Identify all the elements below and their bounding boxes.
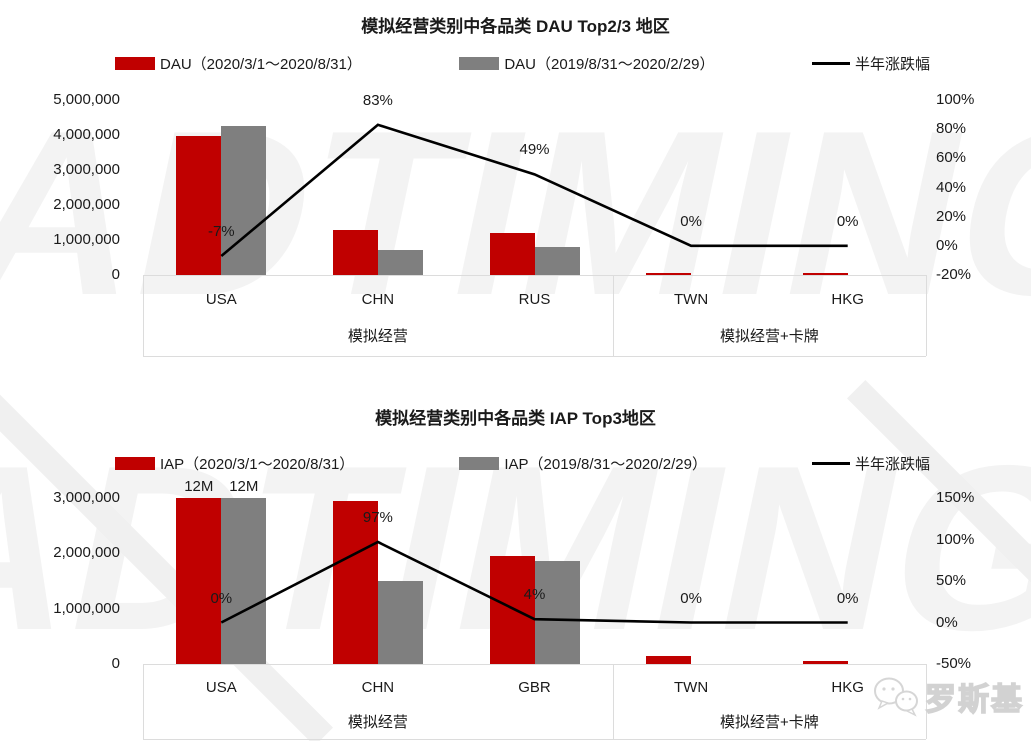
category-group-divider [613,664,614,739]
category-label-usa: USA [205,291,237,308]
line-point-label: 0% [836,212,859,230]
legend-item: 半年涨跌幅 [811,53,930,74]
left-axis-tick-label: 0 [111,655,120,672]
bar-value-label: 12M [184,478,214,495]
dau-chart-title: 模拟经营类别中各品类 DAU Top2/3 地区 [361,17,670,36]
left-axis-tick-label: 4,000,000 [53,126,120,143]
category-label-chn: CHN [361,679,395,696]
legend-label: IAP（2020/3/1～2020/8/31） [160,456,355,473]
category-axis-line [143,275,926,276]
wechat-bubbles-icon [874,677,918,717]
line-point-label: -7% [207,223,235,241]
iap-chart-legend: IAP（2020/3/1～2020/8/31） IAP（2019/8/31～202… [115,453,930,474]
right-axis-tick-label: -50% [936,655,972,672]
right-axis-tick-label: 100% [936,530,975,548]
right-axis-tick-label: 150% [936,489,975,506]
category-group-label: 模拟经营+卡牌 [720,328,819,345]
dau-chart-legend: DAU（2020/3/1～2020/8/31） DAU（2019/8/31～202… [115,53,930,74]
legend-line-swatch [811,62,850,65]
right-axis-tick-label: 40% [936,178,967,196]
legend-label: 半年涨跌幅 [854,56,930,73]
left-axis-tick-label: 0 [111,266,120,283]
right-axis-tick-label: 0% [936,236,958,254]
bar-hkg-current [802,661,848,664]
legend-line-swatch [811,462,850,465]
right-axis-tick-label: 80% [936,120,967,138]
left-axis-tick-label: 3,000,000 [53,161,120,178]
legend-label: DAU（2019/8/31～2020/2/29） [504,56,715,73]
category-group-label: 模拟经营+卡牌 [720,714,819,731]
category-label-hkg: HKG [831,291,864,308]
category-label-rus: RUS [518,291,551,308]
left-axis-tick-label: 1,000,000 [53,231,120,248]
right-axis-tick-label: 100% [936,91,975,108]
legend-bar-swatch [459,457,500,470]
legend-label: 半年涨跌幅 [854,456,930,473]
bar-usa-current [176,136,222,275]
left-axis-tick-label: 1,000,000 [53,599,120,617]
line-point-label: 4% [523,586,546,604]
category-group-divider [613,275,614,356]
legend-bar-swatch [115,57,155,70]
legend-label: IAP（2019/8/31～2020/2/29） [504,456,707,473]
bar-gbr-previous [534,561,580,664]
left-axis-tick-label: 3,000,000 [53,489,120,506]
axis-box-bottom [143,356,926,357]
right-axis-tick-label: 60% [936,149,967,167]
bar-chn-previous [377,581,423,664]
line-point-label: 97% [362,508,393,526]
bar-usa-previous [221,498,267,664]
legend-item: DAU（2020/3/1～2020/8/31） [115,53,362,74]
line-point-label: 83% [362,91,393,109]
bar-twn-current [646,273,692,275]
bar-value-label: 12M [229,478,259,495]
line-point-label: 0% [680,589,702,607]
right-axis-tick-label: -20% [936,266,972,283]
category-group-label: 模拟经营 [347,714,408,731]
line-point-label: 0% [680,212,702,230]
luosiji-logo-text: 罗斯基 [924,681,1024,718]
legend-item: DAU（2019/8/31～2020/2/29） [459,53,714,74]
legend-bar-swatch [115,457,155,470]
category-label-gbr: GBR [518,679,551,696]
line-point-label: 0% [210,589,233,607]
right-axis-tick-label: 20% [936,207,967,225]
legend-label: DAU（2020/3/1～2020/8/31） [160,56,362,73]
category-label-usa: USA [205,679,237,696]
line-point-label: 0% [836,589,859,607]
axis-box-bottom [143,739,926,740]
luosiji-logo: 罗斯基 [873,674,1024,719]
right-axis-tick-label: 50% [936,572,967,589]
legend-item: IAP（2019/8/31～2020/2/29） [459,453,707,474]
axis-box-left [143,664,144,739]
axis-box-right [926,275,927,356]
legend-item: IAP（2020/3/1～2020/8/31） [115,453,354,474]
category-group-label: 模拟经营 [347,328,408,345]
legend-item: 半年涨跌幅 [811,453,930,474]
bar-usa-current [176,498,222,664]
iap-chart-title: 模拟经营类别中各品类 IAP Top3地区 [375,409,656,428]
right-axis-tick-label: 0% [936,613,958,631]
category-axis-line [143,664,926,665]
bar-hkg-current [802,273,848,275]
line-point-label: 49% [519,141,550,159]
bar-gbr-current [489,556,535,664]
category-label-chn: CHN [361,291,395,308]
left-axis-tick-label: 5,000,000 [53,91,120,108]
left-axis-tick-label: 2,000,000 [53,196,120,213]
category-label-twn: TWN [674,679,709,696]
bar-twn-current [646,656,692,664]
category-label-twn: TWN [674,291,709,308]
left-axis-tick-label: 2,000,000 [53,544,120,562]
axis-box-left [143,275,144,356]
legend-bar-swatch [459,57,500,70]
